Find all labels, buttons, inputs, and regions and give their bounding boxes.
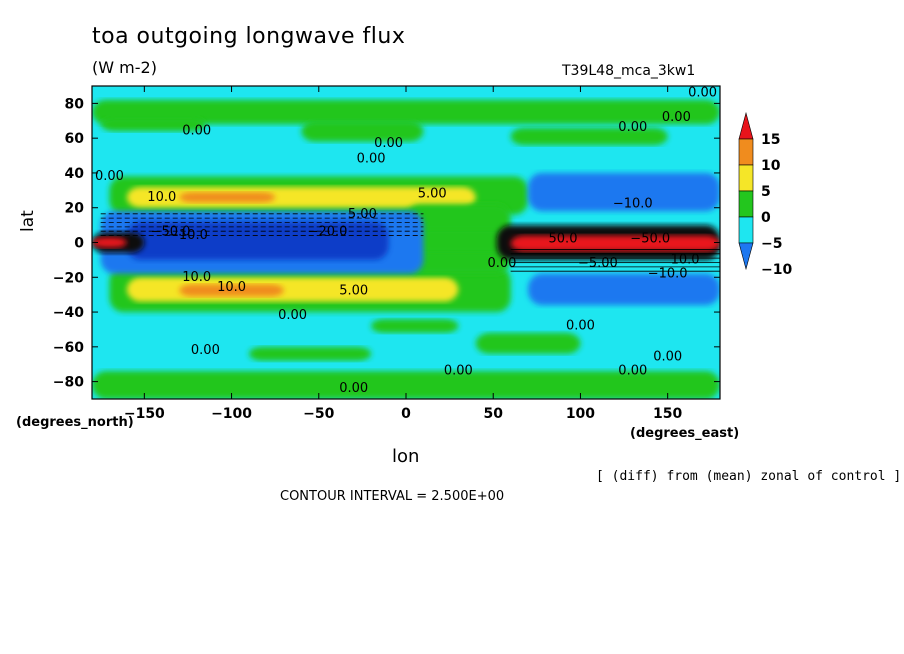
y-tick-label: 40 <box>65 166 85 182</box>
contour-label: −10.0 <box>613 197 653 212</box>
contour-label: 0.00 <box>618 120 647 135</box>
contour-label: 0.00 <box>95 169 124 184</box>
y-unit-label: (degrees_north) <box>16 415 134 430</box>
colorbar-label: 0 <box>761 210 771 226</box>
contour-label: 0.00 <box>357 152 386 167</box>
contour-label: 5.00 <box>418 186 447 201</box>
contour-label: 10.0 <box>182 270 211 285</box>
contour-label: 0.00 <box>653 350 682 365</box>
contour-label: 5.00 <box>348 207 377 222</box>
contour-label: −10.0 <box>648 266 688 281</box>
contour-label: −50.0 <box>151 225 191 240</box>
colorbar-cell <box>738 138 754 166</box>
y-tick-label: −80 <box>53 375 84 391</box>
x-axis-label: lon <box>392 446 420 467</box>
y-tick-label: −40 <box>53 305 84 321</box>
run-label: T39L48_mca_3kw1 <box>562 63 696 79</box>
contour-label: 10.0 <box>671 252 700 267</box>
contour-region <box>510 127 668 146</box>
contour-label: 0.00 <box>662 110 691 125</box>
colorbar-cell <box>738 216 754 244</box>
contour-region <box>475 332 581 354</box>
y-tick-label: 0 <box>74 236 84 252</box>
x-tick-label: −100 <box>211 406 252 422</box>
contour-label: 10.0 <box>147 190 176 205</box>
x-tick-label: 0 <box>401 406 411 422</box>
contour-label: 5.00 <box>339 284 368 299</box>
contour-region <box>528 273 720 306</box>
contour-label: 10.0 <box>217 280 246 295</box>
contour-label: 0.00 <box>191 343 220 358</box>
y-axis-label: lat <box>18 210 38 232</box>
contour-region <box>249 346 372 361</box>
contour-label: 0.00 <box>374 136 403 151</box>
x-unit-label: (degrees_east) <box>630 426 740 441</box>
x-tick-label: 100 <box>566 406 595 422</box>
contour-interval: CONTOUR INTERVAL = 2.500E+00 <box>280 489 505 504</box>
contour-label: 0.00 <box>688 85 717 100</box>
contour-region <box>92 99 720 125</box>
contour-label: −10.0 <box>168 228 208 243</box>
chart-units: (W m-2) <box>92 58 157 77</box>
contour-label: 0.00 <box>618 364 647 379</box>
y-tick-label: 20 <box>65 201 85 217</box>
y-tick-label: −20 <box>53 270 84 286</box>
x-tick-label: 150 <box>653 406 682 422</box>
contour-region <box>371 319 459 333</box>
contour-region <box>301 120 424 142</box>
contour-label: 0.00 <box>487 256 516 271</box>
colorbar-label: −10 <box>761 262 792 278</box>
field-note: [ (diff) from (mean) zonal of control ] <box>596 469 902 484</box>
contour-region <box>126 277 459 302</box>
x-tick-label: −150 <box>124 406 165 422</box>
y-tick-label: −60 <box>53 340 84 356</box>
contour-region <box>92 371 720 399</box>
contour-label: −20.0 <box>308 225 348 240</box>
contour-region <box>179 192 276 203</box>
contour-label: 0.00 <box>182 124 211 139</box>
colorbar-label: −5 <box>761 236 782 252</box>
contour-label: −50.0 <box>630 232 670 247</box>
contour-label: 0.00 <box>278 308 307 323</box>
contour-label: 0.00 <box>566 318 595 333</box>
contour-region <box>510 235 720 252</box>
colorbar-label: 5 <box>761 184 771 200</box>
x-tick-label: −50 <box>303 406 334 422</box>
contour-label: −5.00 <box>578 256 618 271</box>
contour-label: 0.00 <box>339 381 368 396</box>
y-tick-label: 60 <box>65 131 85 147</box>
contour-region <box>100 117 206 132</box>
colorbar-label: 10 <box>761 158 781 174</box>
colorbar-label: 15 <box>761 132 780 148</box>
contour-region <box>528 172 720 212</box>
colorbar-cell <box>738 164 754 192</box>
y-tick-label: 80 <box>65 96 85 112</box>
chart-title: toa outgoing longwave flux <box>92 24 406 49</box>
colorbar-cell <box>738 111 754 140</box>
contour-region <box>92 237 127 248</box>
contour-label: 50.0 <box>549 232 578 247</box>
contour-label: 0.00 <box>444 364 473 379</box>
contour-region <box>179 284 284 297</box>
x-tick-label: 50 <box>483 406 503 422</box>
colorbar-cell <box>738 242 754 271</box>
colorbar-cell <box>738 190 754 218</box>
